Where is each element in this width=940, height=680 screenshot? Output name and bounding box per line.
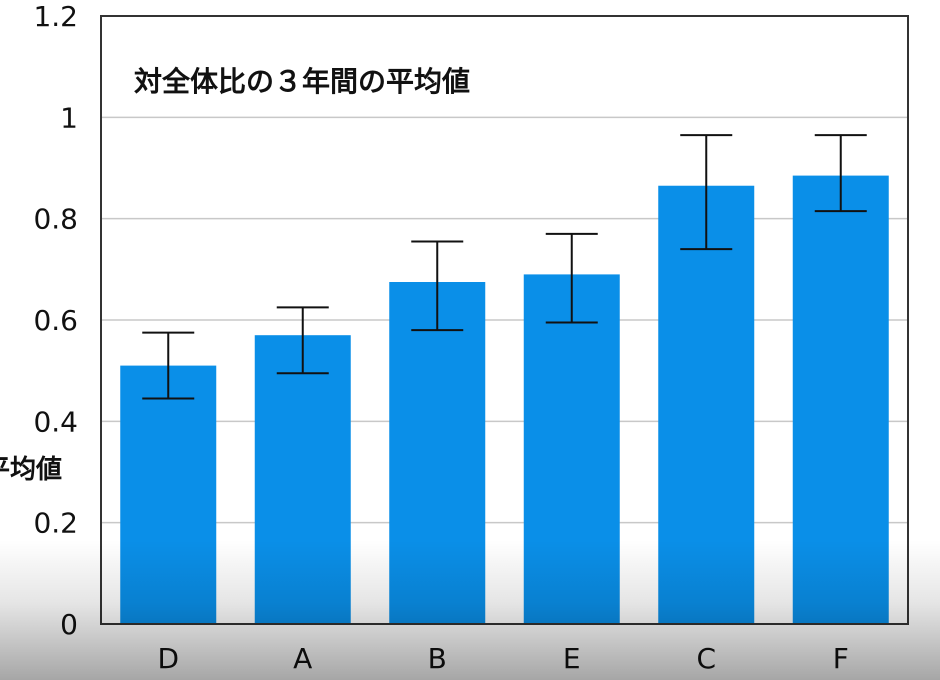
x-tick-label: A — [293, 642, 312, 675]
axes: 0 0.2 0.4 0.6 0.8 1 1.2 D A B E C F — [33, 0, 909, 675]
x-tick-label: C — [696, 642, 716, 675]
x-tick-label: F — [833, 642, 849, 675]
x-tick-label: E — [563, 642, 581, 675]
grid-lines — [101, 116, 908, 524]
y-tick-label: 1.2 — [33, 0, 78, 33]
bar — [658, 185, 755, 624]
y-tick-label: 0.2 — [33, 507, 78, 540]
plot-area-frame — [100, 15, 909, 625]
x-tick-label: B — [428, 642, 447, 675]
y-tick-label: 0 — [60, 608, 78, 641]
y-axis-label: 平均値 — [0, 455, 62, 485]
error-bars — [142, 134, 867, 400]
bar — [792, 175, 889, 624]
chart-title: 対全体比の３年間の平均値 — [134, 65, 470, 98]
bar — [120, 365, 217, 624]
bar — [389, 282, 486, 624]
y-tick-label: 0.6 — [33, 304, 78, 337]
y-tick-label: 0.8 — [33, 203, 78, 236]
bar — [254, 335, 351, 624]
y-tick-label: 0.4 — [33, 405, 78, 438]
bars — [120, 175, 889, 624]
x-tick-label: D — [157, 642, 179, 675]
y-tick-label: 1 — [60, 101, 78, 134]
bar — [523, 274, 620, 624]
